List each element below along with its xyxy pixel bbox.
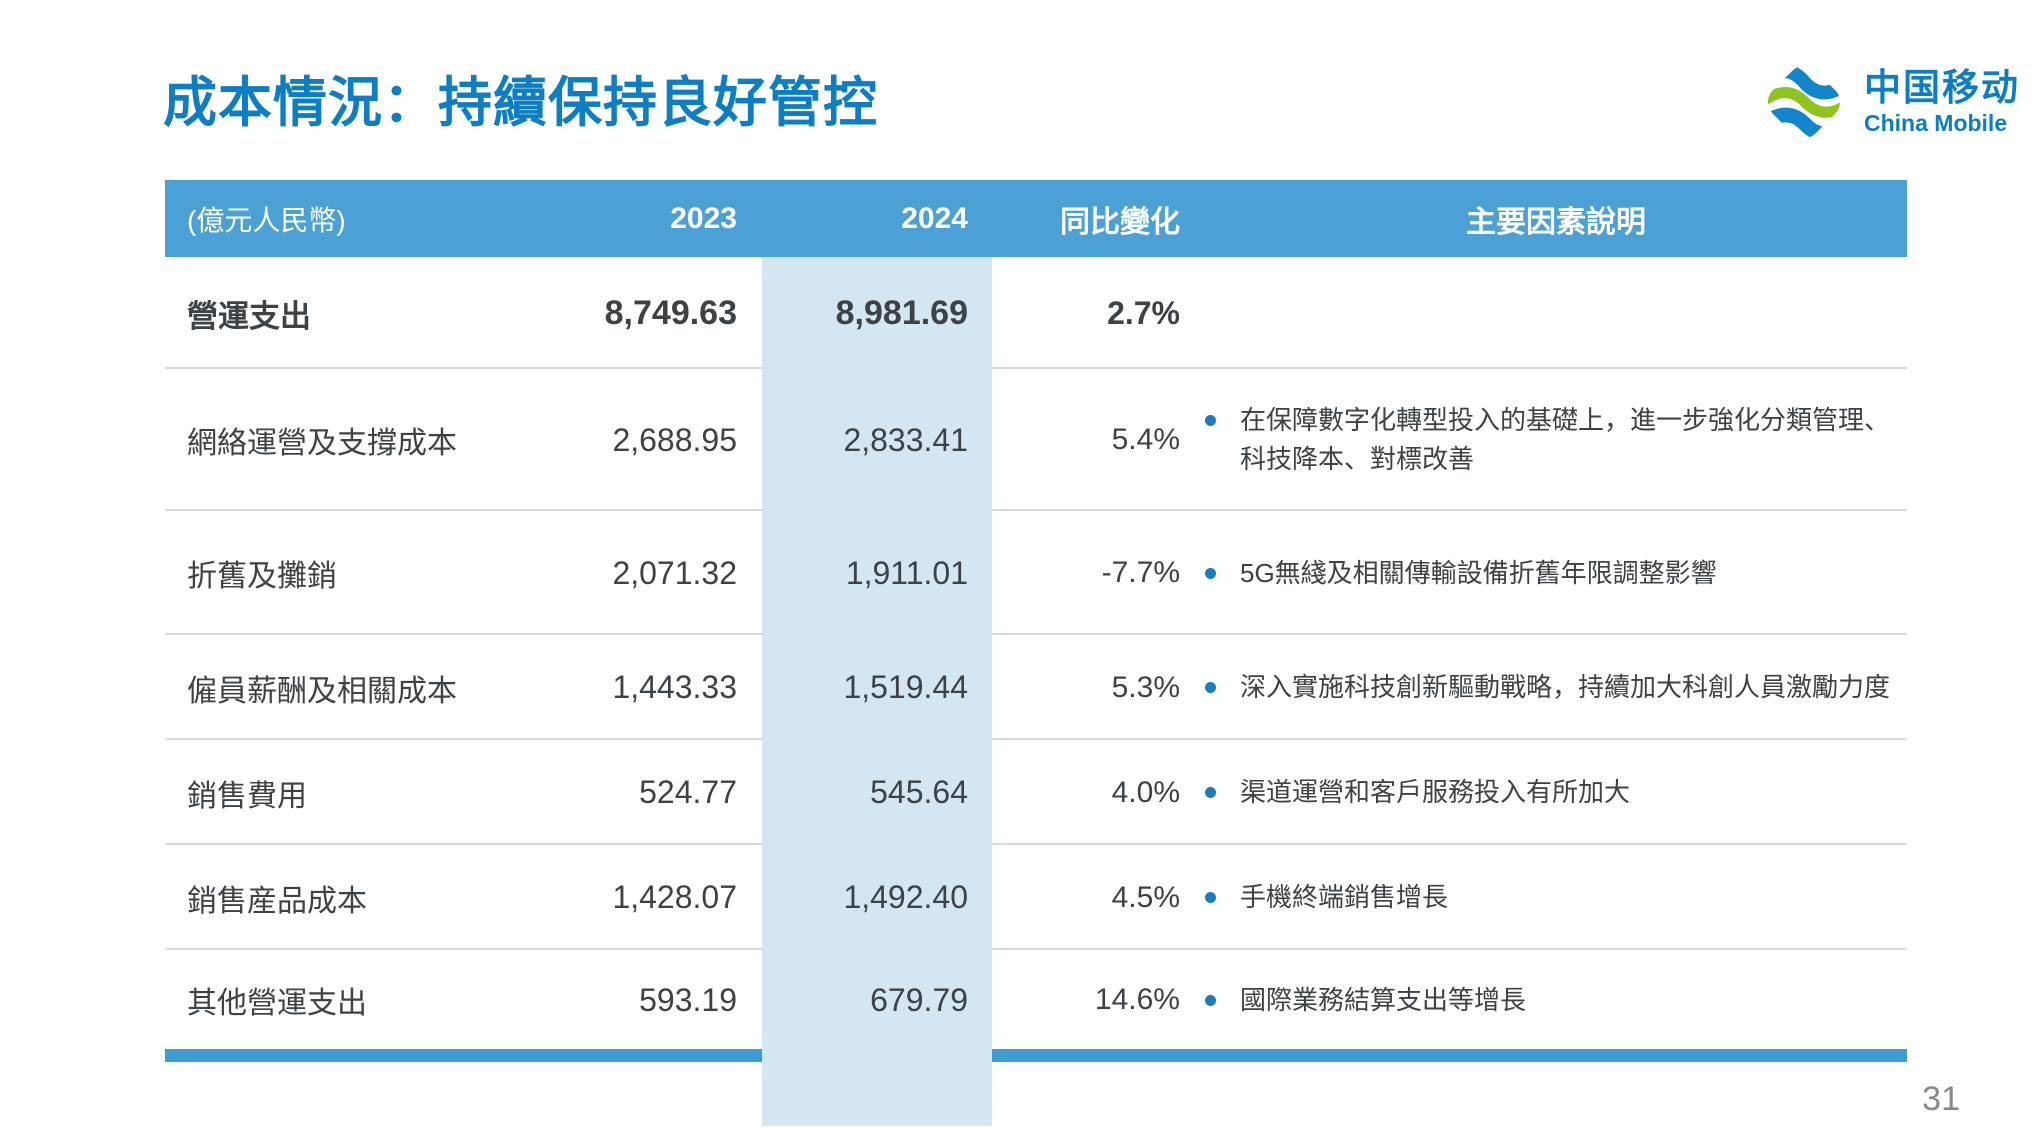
bullet-icon — [1205, 994, 1216, 1006]
bullet-icon — [1205, 682, 1216, 693]
logo-name-cn: 中国移动 — [1864, 66, 2020, 108]
value-2024: 1,911.01 — [845, 554, 968, 591]
value-yoy: 4.5% — [1111, 880, 1180, 914]
china-mobile-logo: 中国移动 China Mobile — [1758, 56, 2020, 148]
row-label: 銷售産品成本 — [187, 884, 367, 918]
value-2023: 593.19 — [639, 981, 737, 1018]
header-unit-label: (億元人民幣) — [187, 204, 346, 236]
table-row-cost-of-products-sold: 銷售産品成本 1,428.07 1,492.40 4.5% 手機終端銷售增長 — [165, 845, 1907, 950]
table-row-depreciation: 折舊及攤銷 2,071.32 1,911.01 -7.7% 5G無綫及相關傳輸設… — [165, 511, 1907, 635]
row-label: 銷售費用 — [187, 779, 307, 813]
row-note: 在保障數字化轉型投入的基礎上，進一步強化分類管理、科技降本、對標改善 — [1205, 401, 1907, 479]
china-mobile-logo-text: 中国移动 China Mobile — [1864, 66, 2020, 137]
table-row-other-operating-expenses: 其他營運支出 593.19 679.79 14.6% 國際業務結算支出等增長 — [165, 950, 1907, 1050]
value-2024: 8,981.69 — [835, 293, 968, 332]
table-row-personnel: 僱員薪酬及相關成本 1,443.33 1,519.44 5.3% 深入實施科技創… — [165, 635, 1907, 740]
bullet-icon — [1205, 567, 1216, 579]
cost-table: (億元人民幣) 2023 2024 同比變化 主要因素說明 營運支出 8,749… — [165, 180, 1907, 1126]
page-number: 31 — [1922, 1080, 1960, 1118]
table-row-network-operation: 網絡運營及支撐成本 2,688.95 2,833.41 5.4% 在保障數字化轉… — [165, 369, 1907, 511]
note-text: 國際業務結算支出等增長 — [1240, 984, 1527, 1015]
row-note: 渠道運營和客戶服務投入有所加大 — [1205, 773, 1907, 812]
note-text: 手機終端銷售增長 — [1240, 882, 1449, 912]
row-note: 深入實施科技創新驅動戰略，持續加大科創人員激勵力度 — [1205, 668, 1907, 707]
header-yoy: 同比變化 — [1060, 205, 1180, 239]
header-2024: 2024 — [901, 201, 968, 235]
column-2024-highlight — [762, 257, 992, 1126]
header-notes: 主要因素說明 — [1466, 205, 1646, 239]
value-yoy: 2.7% — [1107, 294, 1180, 331]
china-mobile-logo-icon — [1761, 59, 1847, 145]
row-label: 折舊及攤銷 — [187, 560, 337, 593]
value-2024: 545.64 — [870, 774, 968, 810]
value-2024: 1,492.40 — [843, 879, 968, 915]
row-label: 營運支出 — [187, 298, 311, 334]
value-yoy: 5.3% — [1111, 670, 1180, 704]
value-2023: 1,443.33 — [612, 669, 737, 705]
row-note: 國際業務結算支出等增長 — [1205, 981, 1907, 1020]
row-label: 其他營運支出 — [187, 987, 367, 1020]
note-text: 5G無綫及相關傳輸設備折舊年限調整影響 — [1240, 557, 1717, 588]
value-2023: 2,071.32 — [612, 554, 737, 591]
bullet-icon — [1205, 787, 1216, 798]
value-2023: 8,749.63 — [604, 293, 737, 332]
note-text: 深入實施科技創新驅動戰略，持續加大科創人員激勵力度 — [1240, 672, 1891, 702]
row-note: 手機終端銷售增長 — [1205, 878, 1907, 917]
value-2024: 2,833.41 — [843, 421, 968, 458]
bottom-accent-bar — [165, 1049, 1907, 1062]
value-2023: 1,428.07 — [612, 879, 737, 915]
note-text: 渠道運營和客戶服務投入有所加大 — [1240, 777, 1631, 807]
row-note: 5G無綫及相關傳輸設備折舊年限調整影響 — [1205, 554, 1907, 593]
table-row-selling-expenses: 銷售費用 524.77 545.64 4.0% 渠道運營和客戶服務投入有所加大 — [165, 740, 1907, 845]
table-header-row: (億元人民幣) 2023 2024 同比變化 主要因素說明 — [165, 180, 1907, 257]
page-title: 成本情況：持續保持良好管控 — [163, 73, 878, 133]
value-yoy: -7.7% — [1101, 556, 1180, 589]
row-label: 網絡運營及支撐成本 — [187, 427, 457, 460]
value-yoy: 4.0% — [1111, 775, 1180, 809]
value-yoy: 14.6% — [1094, 983, 1180, 1016]
value-2023: 524.77 — [639, 774, 737, 810]
bullet-icon — [1205, 892, 1216, 903]
value-yoy: 5.4% — [1111, 423, 1180, 456]
header-2023: 2023 — [670, 201, 737, 235]
value-2023: 2,688.95 — [612, 421, 737, 458]
note-text: 在保障數字化轉型投入的基礎上，進一步強化分類管理、科技降本、對標改善 — [1240, 405, 1891, 474]
row-label: 僱員薪酬及相關成本 — [187, 674, 457, 708]
value-2024: 1,519.44 — [843, 669, 968, 705]
value-2024: 679.79 — [870, 981, 968, 1018]
bullet-icon — [1205, 415, 1216, 426]
table-row-operating-expenses: 營運支出 8,749.63 8,981.69 2.7% — [165, 257, 1907, 369]
logo-name-en: China Mobile — [1864, 110, 2008, 137]
